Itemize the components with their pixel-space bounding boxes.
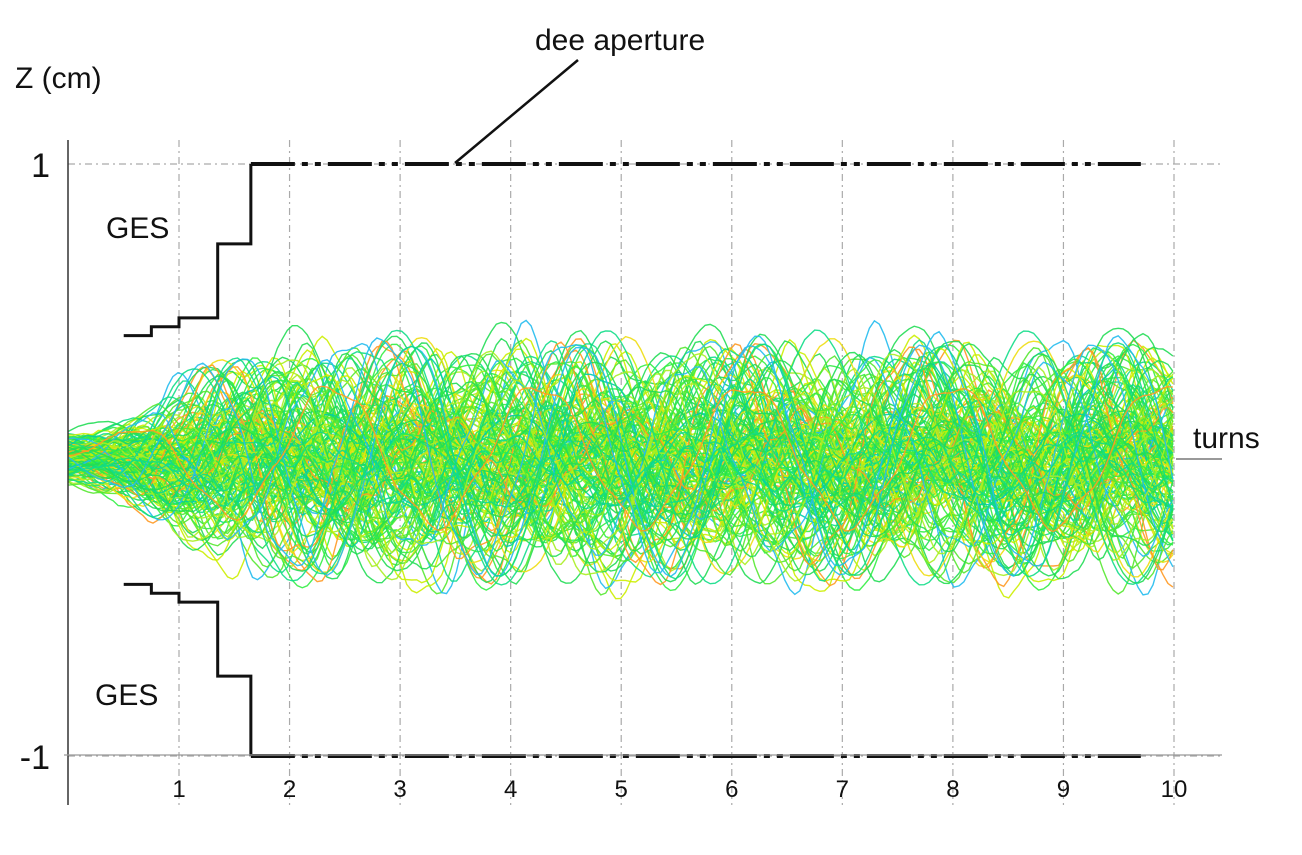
axes: 1 2 3 4 5 6 7 8 9 10 1 -1 xyxy=(20,140,1222,805)
aperture-structures xyxy=(123,59,1222,758)
trajectory-line xyxy=(68,344,1174,578)
trajectory-line xyxy=(68,379,1174,555)
trajectory-line xyxy=(67,330,1174,576)
trajectory-line xyxy=(68,340,1174,586)
x-tick-label: 6 xyxy=(725,776,738,803)
trajectory-line xyxy=(68,417,1174,509)
annotations: Z (cm) turns dee aperture GES GES xyxy=(15,24,1260,712)
x-tick-label: 4 xyxy=(504,776,517,803)
x-tick-label: 8 xyxy=(946,776,959,803)
trajectory-line xyxy=(68,338,1173,558)
x-tick-label: 9 xyxy=(1057,776,1070,803)
x-tick-label: 10 xyxy=(1161,776,1188,803)
x-tick-label: 1 xyxy=(172,776,185,803)
ges-bottom-label: GES xyxy=(95,679,158,712)
y-axis-label: Z (cm) xyxy=(15,62,102,95)
trajectory-line xyxy=(68,407,1174,509)
trajectory-line xyxy=(68,442,1174,498)
y-tick-label: 1 xyxy=(31,147,50,185)
x-tick-label: 5 xyxy=(615,776,628,803)
ges-profile-bottom xyxy=(123,582,253,756)
ges-profile-top xyxy=(123,164,253,338)
x-axis-label: turns xyxy=(1193,422,1260,455)
trajectory-line xyxy=(68,388,1174,547)
trajectory-line xyxy=(68,342,1174,580)
trajectory-line xyxy=(68,353,1174,548)
trajectory-lines xyxy=(67,319,1174,600)
trajectory-line xyxy=(68,433,1174,509)
trajectory-line xyxy=(68,362,1174,574)
trajectory-line xyxy=(68,358,1174,548)
y-tick-label: -1 xyxy=(20,739,50,777)
ges-top-label: GES xyxy=(106,212,169,245)
trajectory-line xyxy=(68,431,1174,513)
trajectory-line xyxy=(68,373,1174,558)
dee-aperture-label: dee aperture xyxy=(535,24,705,57)
dee-aperture-leader xyxy=(454,59,579,164)
trajectory-line xyxy=(68,351,1174,585)
trajectory-line xyxy=(68,429,1174,515)
trajectory-line xyxy=(68,359,1174,540)
x-tick-label: 7 xyxy=(836,776,849,803)
x-tick-label: 3 xyxy=(393,776,406,803)
x-tick-label: 2 xyxy=(283,776,296,803)
trajectory-line xyxy=(68,385,1173,533)
